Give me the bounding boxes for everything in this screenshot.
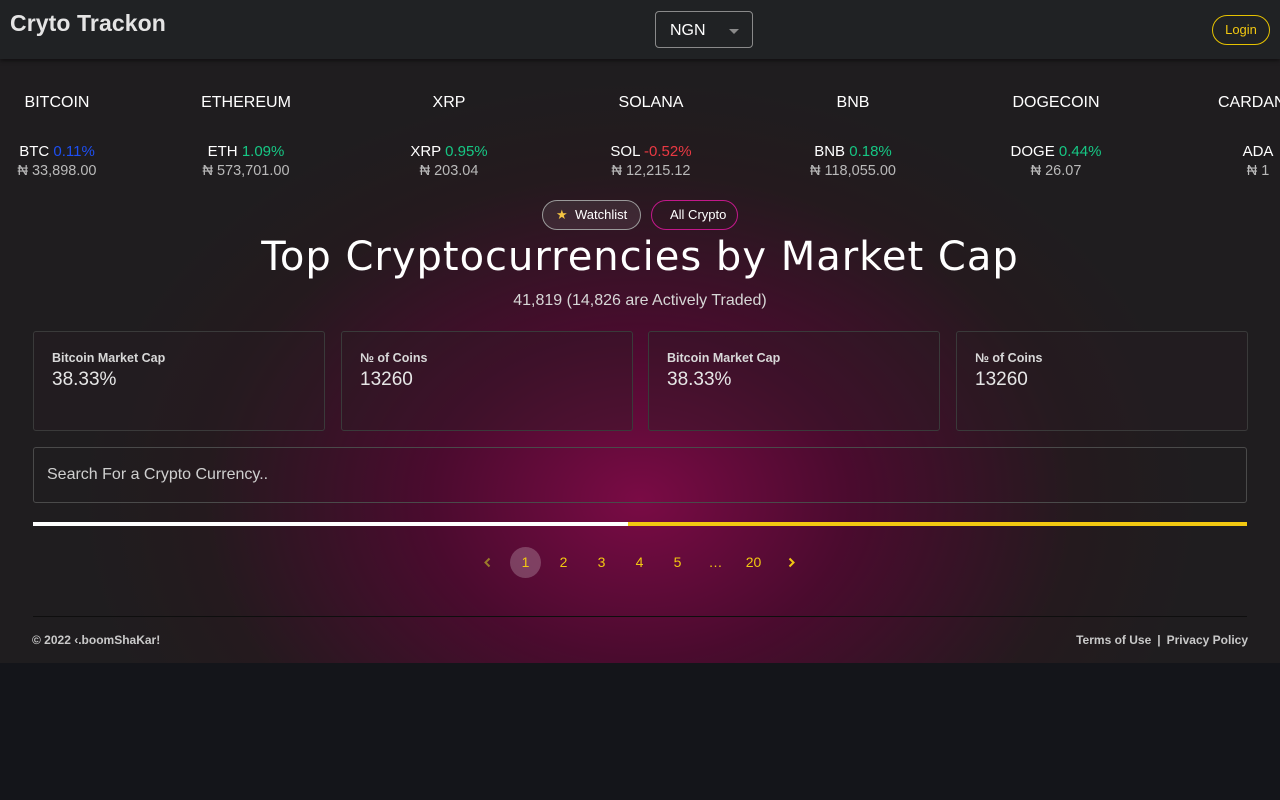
stat-value: 38.33% [52,369,117,390]
chevron-down-icon [729,29,739,34]
coin-symbol-change: BNB 0.18% [773,143,933,160]
page-subtitle: 41,819 (14,826 are Actively Traded) [513,292,767,309]
coin-symbol: SOL [610,143,640,160]
coin-image: CARDANO [1217,94,1280,111]
stat-card-number-of-coins: № of Coins 13260 [341,331,633,431]
app-root: Cryto Trackon NGN Login BITCOIN BTC 0.11… [0,0,1280,663]
coin-symbol-change: XRP 0.95% [369,143,529,160]
login-button[interactable]: Login [1212,15,1270,45]
coin-image: BITCOIN [24,94,90,111]
coin-symbol-change: DOGE 0.44% [976,143,1136,160]
stat-card-number-of-coins: № of Coins 13260 [956,331,1248,431]
coin-image: SOLANA [618,94,684,111]
top-navbar: Cryto Trackon NGN Login [0,0,1280,59]
stat-value: 38.33% [667,369,732,390]
coin-symbol: DOGE [1010,143,1055,160]
stat-value: 13260 [975,369,1028,390]
coin-image: XRP [432,94,466,111]
coin-symbol: BNB [814,143,846,160]
progress-fill [33,522,628,526]
coin-ticker-carousel[interactable]: BITCOIN BTC 0.11% ₦ 33,898.00 ETHEREUM E… [0,59,1280,191]
watchlist-label: Watchlist [575,207,628,222]
pagination-page-1[interactable]: 1 [510,547,541,578]
coin-image: DOGECOIN [1012,94,1100,111]
coin-symbol-change: SOL -0.52% [571,143,731,160]
coin-symbol-change: ETH 1.09% [166,143,326,160]
coin-symbol: BTC [19,143,50,160]
watchlist-toggle-button[interactable]: ★ Watchlist [542,200,641,230]
star-icon: ★ [556,207,568,222]
coin-price: ₦ 203.04 [419,163,479,179]
privacy-policy-link[interactable]: Privacy Policy [1166,633,1248,647]
stat-card-bitcoin-market-cap: Bitcoin Market Cap 38.33% [33,331,325,431]
pagination-page-3[interactable]: 3 [597,554,606,570]
stat-label: Bitcoin Market Cap [52,351,166,365]
coin-change: 0.44% [1058,143,1102,160]
coin-price: ₦ 26.07 [1030,163,1082,179]
pagination-page-2[interactable]: 2 [559,554,568,570]
pagination-next-button[interactable] [776,547,807,578]
coin-symbol: ETH [207,143,238,160]
terms-of-use-link[interactable]: Terms of Use [1076,633,1152,647]
coin-symbol: ADA [1242,143,1274,160]
coin-symbol-change: ADA [1178,143,1280,160]
pagination-ellipsis: … [708,554,723,570]
coin-price: ₦ 33,898.00 [17,163,97,179]
coin-change: 1.09% [241,143,285,160]
coin-price: ₦ 573,701.00 [202,163,290,179]
stat-label: № of Coins [360,351,428,365]
coin-symbol: XRP [410,143,441,160]
coin-change: 0.11% [53,143,95,160]
footer-links: Terms of Use | Privacy Policy [1076,633,1248,647]
pagination-page-4[interactable]: 4 [635,554,644,570]
stat-label: Bitcoin Market Cap [667,351,781,365]
stat-label: № of Coins [975,351,1043,365]
stat-value: 13260 [360,369,413,390]
pagination-prev-button[interactable] [472,547,503,578]
footer-copyright: © 2022 ‹.boomShaKar! [32,633,161,647]
coin-image: BNB [836,94,870,111]
chevron-left-icon [484,557,491,568]
currency-value: NGN [670,22,706,39]
coin-change: -0.52% [644,143,692,160]
loading-progress-bar [33,522,1247,526]
coin-price: ₦ 12,215.12 [611,163,691,179]
stat-card-bitcoin-market-cap: Bitcoin Market Cap 38.33% [648,331,940,431]
coin-price: ₦ 118,055.00 [810,163,896,179]
coin-change: 0.18% [849,143,892,160]
pagination-page-20[interactable]: 20 [745,554,762,570]
brand-title[interactable]: Cryto Trackon [10,10,166,36]
page-title: Top Cryptocurrencies by Market Cap [261,234,1019,280]
all-crypto-label: All Crypto [670,207,727,222]
chevron-right-icon [788,557,795,568]
coin-change: 0.95% [445,143,488,160]
footer-separator: | [1157,633,1161,647]
coin-price: ₦ 1 [1246,163,1270,179]
coin-symbol-change: BTC 0.11% [0,143,137,160]
footer-divider [33,616,1247,617]
all-crypto-toggle-button[interactable]: All Crypto [651,200,738,230]
currency-select[interactable]: NGN [655,11,753,48]
crypto-search-input[interactable] [33,447,1247,503]
coin-image: ETHEREUM [201,94,291,111]
pagination-page-5[interactable]: 5 [673,554,682,570]
